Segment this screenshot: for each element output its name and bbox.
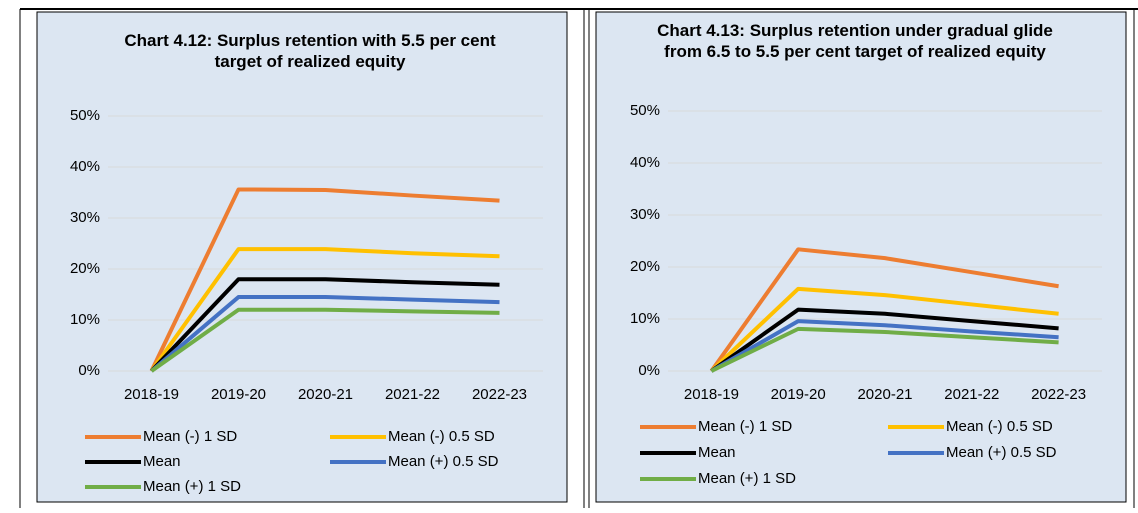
series-line: [710, 326, 1059, 373]
legend-label: Mean (+) 0.5 SD: [388, 453, 499, 470]
series-line: [150, 277, 500, 373]
x-tick-label: 2021-22: [944, 386, 999, 403]
y-tick-label: 10%: [630, 310, 660, 327]
x-tick-label: 2022-23: [472, 386, 527, 403]
series-line: [149, 247, 500, 373]
series-line: [149, 187, 500, 372]
legend-label: Mean (-) 0.5 SD: [946, 418, 1053, 435]
y-tick-label: 50%: [630, 102, 660, 119]
y-tick-label: 40%: [630, 154, 660, 171]
y-tick-label: 0%: [638, 362, 660, 379]
x-tick-label: 2020-21: [298, 386, 353, 403]
y-tick-label: 40%: [70, 158, 100, 175]
legend-label: Mean (+) 1 SD: [698, 470, 796, 487]
y-tick-label: 30%: [70, 209, 100, 226]
series-line: [150, 295, 500, 373]
x-tick-label: 2018-19: [124, 386, 179, 403]
legend-label: Mean (-) 1 SD: [698, 418, 792, 435]
legend-label: Mean (+) 1 SD: [143, 478, 241, 495]
chart-title-text: Chart 4.13: Surplus retention under grad…: [657, 21, 1053, 61]
x-tick-label: 2018-19: [684, 386, 739, 403]
y-tick-label: 30%: [630, 206, 660, 223]
y-tick-label: 10%: [70, 311, 100, 328]
series-line: [710, 307, 1059, 373]
series-line: [710, 319, 1059, 373]
series-line: [710, 286, 1059, 373]
x-tick-label: 2021-22: [385, 386, 440, 403]
legend-label: Mean (-) 0.5 SD: [388, 428, 495, 445]
x-tick-label: 2020-21: [857, 386, 912, 403]
series-line: [150, 307, 500, 373]
y-tick-label: 50%: [70, 107, 100, 124]
y-tick-label: 0%: [78, 362, 100, 379]
chart-title: Chart 4.13: Surplus retention under grad…: [657, 21, 1053, 61]
legend-label: Mean (+) 0.5 SD: [946, 444, 1057, 461]
y-tick-label: 20%: [70, 260, 100, 277]
series-line: [709, 247, 1059, 373]
x-tick-label: 2019-20: [211, 386, 266, 403]
x-tick-label: 2022-23: [1031, 386, 1086, 403]
legend-label: Mean: [698, 444, 736, 461]
legend-label: Mean: [143, 453, 181, 470]
y-tick-label: 20%: [630, 258, 660, 275]
legend-label: Mean (-) 1 SD: [143, 428, 237, 445]
x-tick-label: 2019-20: [771, 386, 826, 403]
chart-title: Chart 4.12: Surplus retention with 5.5 p…: [124, 31, 496, 71]
chart-title-text: Chart 4.12: Surplus retention with 5.5 p…: [124, 31, 496, 71]
